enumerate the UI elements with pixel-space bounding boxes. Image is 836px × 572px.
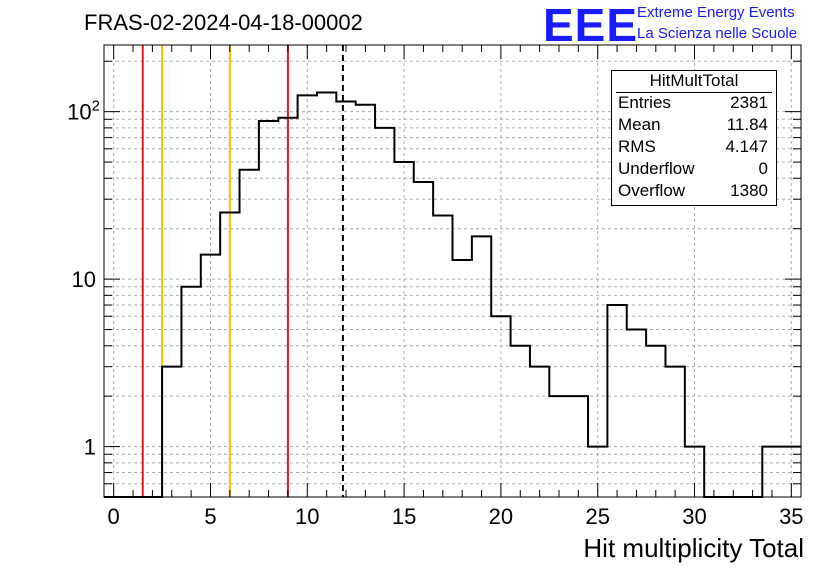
stats-box: HitMultTotal Entries 2381 Mean 11.84 RMS… xyxy=(611,70,777,206)
chart-title: FRAS-02-2024-04-18-00002 xyxy=(84,10,363,35)
stats-value: 0 xyxy=(758,159,768,178)
stats-key: Entries xyxy=(618,93,671,112)
stats-value: 11.84 xyxy=(726,115,768,134)
x-tick-label: 0 xyxy=(108,504,120,529)
x-axis-title: Hit multiplicity Total xyxy=(583,533,804,563)
logo-line-2: La Scienza nelle Scuole xyxy=(637,25,798,42)
x-tick-label: 25 xyxy=(585,504,609,529)
x-tick-label: 15 xyxy=(392,504,416,529)
stats-key: Mean xyxy=(618,115,661,134)
x-tick-label: 35 xyxy=(779,504,803,529)
stats-value: 1380 xyxy=(730,181,768,200)
stats-row-mean: Mean 11.84 xyxy=(618,115,768,137)
plot-frame xyxy=(103,44,802,498)
y-tick-label: 1 xyxy=(84,435,96,460)
eee-logo: EEE xyxy=(543,0,639,51)
x-tick-label: 20 xyxy=(489,504,513,529)
histogram-outline xyxy=(104,91,801,498)
stats-row-rms: RMS 4.147 xyxy=(618,137,768,159)
x-tick-label: 10 xyxy=(295,504,319,529)
y-tick-label: 102 xyxy=(67,98,100,125)
stats-row-entries: Entries 2381 xyxy=(618,93,768,115)
stats-row-overflow: Overflow 1380 xyxy=(618,181,768,203)
stats-key: Underflow xyxy=(618,159,695,178)
stats-row-underflow: Underflow 0 xyxy=(618,159,768,181)
y-tick-label: 10 xyxy=(72,267,96,292)
stats-key: Overflow xyxy=(618,181,686,200)
stats-value: 2381 xyxy=(730,93,768,112)
stats-histogram-name: HitMultTotal xyxy=(649,71,739,90)
x-tick-label: 5 xyxy=(204,504,216,529)
logo-line-1: Extreme Energy Events xyxy=(637,4,795,21)
stats-value: 4.147 xyxy=(725,137,768,156)
stats-separator xyxy=(616,92,772,93)
x-tick-label: 30 xyxy=(682,504,706,529)
stats-key: RMS xyxy=(618,137,656,156)
